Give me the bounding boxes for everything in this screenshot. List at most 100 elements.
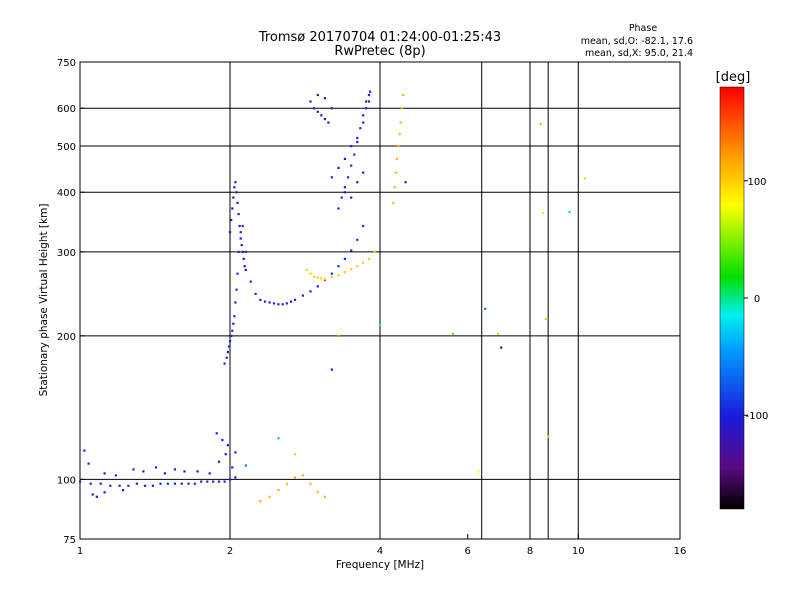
data-point bbox=[239, 237, 242, 240]
data-point bbox=[89, 482, 92, 485]
data-point bbox=[397, 145, 400, 148]
data-point bbox=[353, 153, 356, 156]
data-point bbox=[356, 181, 359, 184]
data-point bbox=[343, 271, 346, 274]
data-point bbox=[362, 261, 365, 264]
data-point bbox=[484, 307, 487, 310]
data-point bbox=[229, 478, 232, 481]
data-point bbox=[277, 303, 280, 306]
data-point bbox=[313, 275, 316, 278]
data-point bbox=[235, 288, 238, 291]
data-point bbox=[343, 157, 346, 160]
data-point bbox=[166, 482, 169, 485]
data-point bbox=[281, 303, 284, 306]
data-point bbox=[244, 250, 247, 253]
data-point bbox=[249, 280, 252, 283]
data-point bbox=[122, 489, 125, 492]
data-point bbox=[285, 302, 288, 305]
data-point bbox=[230, 334, 233, 337]
data-point bbox=[241, 250, 244, 253]
y-tick-label: 400 bbox=[57, 188, 76, 199]
data-point bbox=[118, 484, 121, 487]
y-tick-label: 500 bbox=[57, 142, 76, 153]
data-point bbox=[337, 166, 340, 169]
data-point bbox=[337, 207, 340, 210]
grid-lines bbox=[80, 62, 680, 539]
data-point bbox=[347, 176, 350, 179]
data-point bbox=[103, 491, 106, 494]
data-point bbox=[231, 466, 234, 469]
data-point bbox=[305, 268, 308, 271]
data-point bbox=[217, 460, 221, 463]
data-point bbox=[362, 121, 365, 124]
data-point bbox=[187, 482, 190, 485]
y-tick-label: 100 bbox=[57, 475, 76, 486]
data-point bbox=[316, 110, 319, 113]
data-point bbox=[340, 196, 343, 199]
data-point bbox=[309, 290, 312, 293]
data-point bbox=[231, 329, 234, 332]
data-point bbox=[323, 117, 326, 121]
data-point bbox=[337, 274, 340, 277]
data-point bbox=[393, 186, 396, 189]
data-point bbox=[263, 300, 267, 303]
data-point bbox=[99, 482, 102, 485]
data-point bbox=[196, 470, 199, 473]
data-point bbox=[316, 285, 319, 288]
data-point bbox=[95, 495, 98, 498]
data-point bbox=[356, 140, 359, 144]
data-point bbox=[542, 211, 545, 215]
data-point bbox=[259, 298, 262, 301]
data-point bbox=[337, 265, 340, 268]
data-point bbox=[330, 176, 333, 179]
data-point bbox=[289, 300, 293, 303]
data-point bbox=[154, 466, 158, 469]
data-point bbox=[208, 472, 211, 475]
y-tick-label: 75 bbox=[63, 535, 76, 546]
data-point bbox=[143, 484, 147, 487]
data-point bbox=[151, 484, 154, 487]
data-point bbox=[367, 257, 371, 260]
data-point bbox=[87, 462, 90, 465]
x-tick-label: 8 bbox=[527, 546, 533, 557]
data-point bbox=[285, 482, 288, 485]
x-tick-label: 4 bbox=[377, 546, 383, 557]
y-tick-label: 300 bbox=[57, 248, 76, 259]
data-point bbox=[330, 275, 333, 278]
data-point bbox=[277, 489, 280, 492]
data-point bbox=[233, 186, 236, 189]
data-point bbox=[497, 332, 500, 335]
data-point bbox=[239, 231, 242, 234]
data-point bbox=[240, 244, 243, 247]
data-point bbox=[259, 500, 262, 503]
data-point bbox=[365, 100, 368, 103]
data-point bbox=[135, 482, 138, 485]
data-point bbox=[356, 238, 359, 241]
data-point bbox=[320, 277, 323, 280]
data-point bbox=[173, 468, 176, 471]
data-point bbox=[350, 164, 353, 167]
data-point bbox=[316, 93, 319, 97]
data-point bbox=[367, 93, 371, 97]
data-point bbox=[212, 480, 215, 483]
data-point bbox=[231, 207, 234, 210]
data-point bbox=[320, 114, 323, 117]
data-point bbox=[293, 298, 297, 301]
data-point bbox=[83, 449, 86, 452]
data-point bbox=[232, 196, 235, 199]
data-point bbox=[109, 484, 112, 487]
data-point bbox=[234, 181, 237, 184]
data-point bbox=[223, 362, 226, 365]
data-point bbox=[373, 250, 376, 253]
data-point bbox=[323, 278, 326, 281]
stats-line-o: mean, sd,O: -82.1, 17.6 bbox=[581, 36, 693, 47]
data-point bbox=[232, 322, 235, 325]
data-point bbox=[159, 482, 162, 485]
data-point bbox=[293, 476, 297, 479]
x-tick-label: 16 bbox=[674, 546, 687, 557]
data-point bbox=[114, 474, 117, 477]
colorbar bbox=[719, 86, 745, 510]
data-point bbox=[327, 121, 330, 124]
data-point bbox=[392, 201, 395, 204]
